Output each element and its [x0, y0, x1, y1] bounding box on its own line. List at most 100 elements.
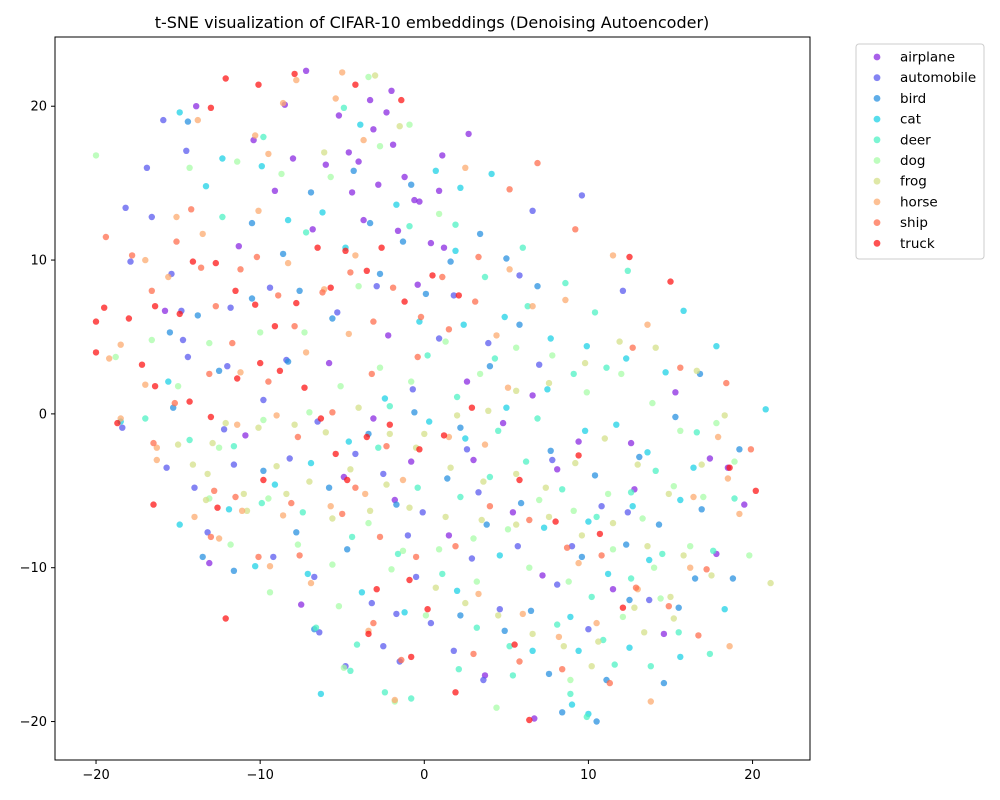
point-ship-23	[206, 370, 213, 378]
point-frog-34	[189, 461, 197, 468]
point-frog-2	[204, 470, 211, 478]
point-automobile-41	[624, 509, 631, 516]
legend-label-frog: frog	[900, 174, 927, 190]
point-frog-22	[581, 359, 589, 367]
point-dog-33	[670, 483, 677, 490]
point-truck-56	[667, 278, 674, 285]
point-ship-49	[439, 273, 446, 281]
point-bird-34	[547, 447, 554, 454]
point-frog-25	[485, 407, 492, 414]
point-automobile-2	[143, 164, 151, 171]
point-dog-50	[388, 566, 395, 573]
point-frog-33	[222, 419, 229, 427]
point-deer-37	[473, 624, 480, 631]
y-tick-label-4: 20	[30, 100, 47, 115]
point-frog-16	[665, 490, 672, 498]
point-truck-12	[327, 284, 334, 291]
point-airplane-4	[345, 149, 352, 156]
point-frog-53	[560, 643, 567, 650]
point-bird-53	[729, 575, 737, 582]
point-cat-16	[547, 335, 554, 342]
point-ship-28	[296, 552, 303, 559]
point-deer-2	[302, 229, 310, 236]
point-cat-33	[307, 459, 315, 467]
point-ship-24	[171, 399, 178, 407]
point-airplane-43	[161, 307, 169, 314]
point-frog-5	[306, 478, 313, 485]
point-cat-19	[662, 369, 669, 376]
legend: airplane automobile bird cat deer dog frog hors…	[855, 43, 985, 260]
legend-label-horse: horse	[900, 194, 938, 210]
point-ship-40	[703, 566, 710, 573]
point-deer-40	[348, 533, 356, 541]
legend-items: airplane automobile bird cat deer dog frog hors…	[873, 50, 976, 252]
point-frog-24	[513, 387, 520, 394]
point-bird-40	[698, 506, 705, 513]
point-truck-15	[378, 244, 385, 251]
point-frog-36	[243, 507, 251, 514]
point-frog-17	[698, 461, 705, 468]
point-automobile-3	[122, 204, 129, 211]
point-airplane-3	[401, 173, 408, 181]
point-cat-56	[568, 701, 576, 708]
point-truck-24	[257, 359, 264, 367]
point-deer-29	[693, 429, 700, 436]
x-tick-label-2: 0	[420, 768, 428, 783]
point-dog-43	[329, 561, 336, 568]
point-deer-47	[509, 672, 517, 679]
point-dog-63	[619, 613, 627, 621]
point-automobile-43	[646, 596, 653, 604]
point-cat-47	[646, 556, 653, 564]
point-cat-35	[225, 506, 233, 513]
point-cat-17	[583, 343, 590, 350]
point-ship-50	[414, 353, 421, 361]
point-dog-45	[265, 495, 272, 502]
point-truck-51	[408, 653, 415, 661]
point-automobile-48	[536, 361, 543, 368]
point-horse-18	[360, 136, 367, 144]
point-bird-1	[248, 219, 256, 227]
point-airplane-24	[465, 130, 472, 138]
point-frog-15	[634, 461, 641, 468]
point-bird-19	[476, 230, 484, 238]
point-dog-36	[570, 507, 577, 514]
point-dog-24	[513, 344, 520, 351]
point-horse-54	[575, 559, 582, 567]
point-truck-23	[234, 375, 241, 382]
point-dog-31	[731, 458, 738, 465]
point-frog-61	[321, 149, 328, 156]
point-truck-63	[575, 452, 582, 459]
point-frog-59	[670, 615, 677, 622]
point-ship-36	[598, 552, 605, 559]
point-ship-17	[472, 298, 479, 305]
point-dog-61	[340, 664, 348, 671]
point-bird-55	[260, 467, 267, 474]
point-deer-19	[386, 403, 393, 410]
point-horse-7	[238, 507, 246, 514]
point-horse-44	[555, 633, 563, 641]
point-bird-24	[457, 424, 464, 431]
point-deer-28	[652, 467, 659, 474]
point-dog-25	[549, 352, 556, 359]
point-ship-48	[475, 253, 482, 261]
point-ship-22	[229, 339, 236, 347]
point-ship-10	[291, 323, 298, 330]
point-truck-36	[222, 75, 229, 82]
point-dog-30	[713, 419, 720, 427]
point-ship-1	[128, 252, 136, 259]
point-airplane-8	[375, 181, 382, 188]
point-truck-5	[189, 258, 197, 265]
point-dog-28	[649, 399, 656, 407]
point-ship-42	[723, 379, 730, 387]
point-horse-19	[284, 259, 292, 267]
point-bird-27	[325, 484, 333, 491]
point-ship-53	[288, 499, 295, 507]
point-frog-63	[767, 579, 774, 587]
point-bird-14	[284, 358, 292, 365]
point-bird-52	[691, 575, 699, 582]
point-frog-21	[616, 338, 623, 345]
point-dog-16	[215, 444, 223, 451]
point-ship-35	[563, 544, 571, 551]
point-horse-29	[493, 332, 500, 339]
point-airplane-0	[302, 67, 310, 75]
